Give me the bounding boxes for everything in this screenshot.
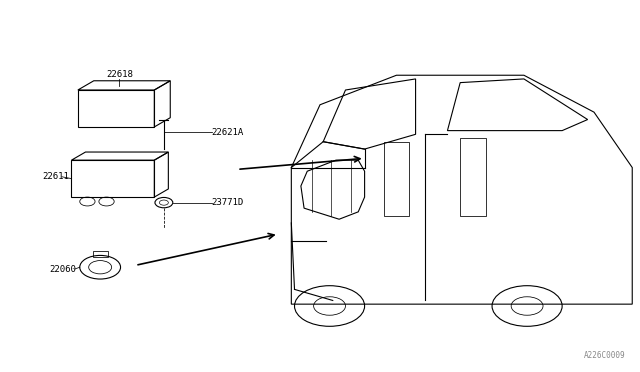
Text: 23771D: 23771D [212, 198, 244, 207]
Text: A226C0009: A226C0009 [584, 350, 626, 359]
Text: 22621A: 22621A [212, 128, 244, 137]
Text: 22060: 22060 [49, 264, 76, 273]
Text: 22618: 22618 [106, 70, 132, 79]
Text: 22611: 22611 [43, 172, 70, 181]
